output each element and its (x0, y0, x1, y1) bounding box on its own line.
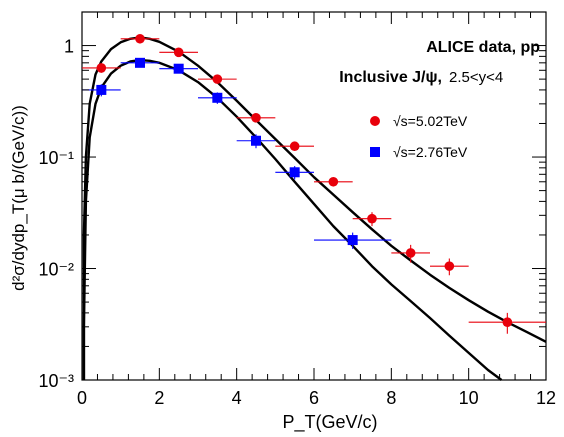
data-point (502, 317, 513, 327)
data-point (347, 235, 358, 246)
data-point (96, 63, 107, 73)
data-point (367, 213, 377, 224)
x-axis-label: P_T(GeV/c) (282, 412, 377, 433)
series-layer (82, 33, 546, 334)
annotation-rapidity: 2.5<y<4 (449, 69, 503, 86)
legend-marker-2tev (370, 147, 380, 157)
series-1 (82, 57, 392, 249)
y-tick-label: 10⁻³ (38, 371, 74, 391)
legend-marker-5tev (370, 116, 380, 126)
x-tick-label: 8 (386, 388, 396, 408)
y-axis-label: d²σ/dydp_T(μ b/(GeV/c)) (9, 105, 28, 291)
y-tick-label: 10⁻² (38, 260, 74, 280)
legend-item-5tev: √s=5.02TeV (370, 113, 468, 129)
data-point (251, 135, 261, 146)
data-point (289, 167, 300, 178)
x-tick-label: 0 (77, 388, 87, 408)
legend-label-2tev: √s=2.76TeV (393, 144, 468, 160)
x-tick-label: 10 (459, 388, 479, 408)
data-point (289, 141, 300, 152)
y-tick-label: 10⁻¹ (38, 148, 74, 168)
annotation-process: Inclusive J/ψ, (339, 69, 442, 86)
data-point (444, 261, 455, 271)
fit-curve-0 (82, 36, 547, 380)
data-point (251, 112, 261, 123)
legend-label-5tev: √s=5.02TeV (393, 113, 468, 129)
fit-curve-1 (82, 58, 503, 381)
y-tick-label: 1 (64, 37, 74, 57)
series-0 (82, 33, 546, 334)
x-tick-label: 4 (232, 388, 242, 408)
axes: 0 2 4 6 8 10 12 10⁻³ 10⁻² 10⁻¹ 1 (38, 11, 556, 408)
data-point (173, 47, 184, 58)
data-point (135, 57, 145, 68)
data-point (173, 63, 184, 74)
data-point (405, 248, 416, 258)
plot-area-border (81, 11, 547, 381)
data-point (212, 74, 223, 84)
x-tick-label: 2 (154, 388, 164, 408)
data-point (135, 33, 145, 44)
legend: √s=5.02TeV √s=2.76TeV (370, 113, 468, 160)
legend-item-2tev: √s=2.76TeV (370, 144, 468, 160)
fit-curves (82, 36, 547, 381)
data-point (328, 176, 339, 187)
annotation-title: ALICE data, pp (426, 39, 540, 56)
x-tick-label: 6 (309, 388, 319, 408)
data-point (212, 92, 223, 103)
x-tick-label: 12 (536, 388, 556, 408)
plot-frame (81, 11, 547, 381)
data-point (96, 84, 107, 95)
